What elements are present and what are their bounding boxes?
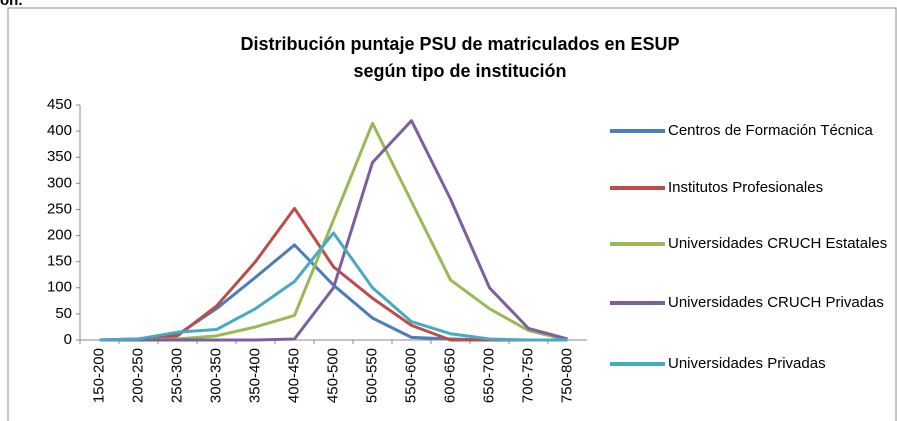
y-tick-label: 250: [47, 200, 72, 217]
legend-item: Universidades CRUCH Estatales: [610, 232, 895, 255]
x-tick-label: 250-300: [168, 348, 185, 403]
y-tick-label: 100: [47, 279, 72, 296]
x-tick-label: 350-400: [246, 348, 263, 403]
legend-swatch: [610, 129, 665, 133]
y-tick-label: 350: [47, 148, 72, 165]
x-tick-label: 650-700: [480, 348, 497, 403]
legend-item: Universidades CRUCH Privadas: [610, 291, 895, 314]
legend-label: Centros de Formación Técnica: [668, 122, 873, 139]
y-tick-label: 0: [64, 331, 72, 348]
x-tick-label: 300-350: [207, 348, 224, 403]
legend-label: Universidades CRUCH Privadas: [668, 294, 884, 311]
y-tick-label: 200: [47, 227, 72, 244]
x-tick-label: 700-750: [519, 348, 536, 403]
x-tick-label: 150-200: [90, 348, 107, 403]
y-tick-label: 450: [47, 96, 72, 113]
legend-swatch: [610, 301, 665, 305]
series-line: [99, 206, 568, 342]
x-tick-label: 500-550: [363, 348, 380, 403]
chart-subtitle: según tipo de institución: [354, 61, 567, 81]
legend-label: Universidades CRUCH Estatales: [668, 235, 888, 252]
x-tick-label: 200-250: [129, 348, 146, 403]
x-tick-label: 750-800: [558, 348, 575, 403]
legend-item: Institutos Profesionales: [610, 176, 895, 199]
legend-swatch: [610, 186, 665, 190]
chart-title: Distribución puntaje PSU de matriculados…: [240, 34, 679, 54]
legend-label: Universidades Privadas: [668, 355, 826, 372]
x-tick-label: 450-500: [324, 348, 341, 403]
x-tick-label: 400-450: [285, 348, 302, 403]
legend-swatch: [610, 242, 665, 246]
series-line: [99, 231, 568, 342]
legend-swatch: [610, 362, 665, 366]
chart-frame: [7, 7, 897, 421]
legend-item: Centros de Formación Técnica: [610, 119, 895, 142]
y-tick-label: 50: [55, 305, 72, 322]
y-tick-label: 400: [47, 122, 72, 139]
series-line: [99, 119, 568, 342]
x-tick-label: 550-600: [402, 348, 419, 403]
y-tick-label: 150: [47, 253, 72, 270]
caption-fragment: ón.: [0, 0, 23, 9]
legend-item: Universidades Privadas: [610, 352, 895, 375]
y-tick-label: 300: [47, 174, 72, 191]
x-tick-label: 600-650: [441, 348, 458, 403]
series-line: [99, 243, 568, 342]
legend-label: Institutos Profesionales: [668, 179, 824, 196]
